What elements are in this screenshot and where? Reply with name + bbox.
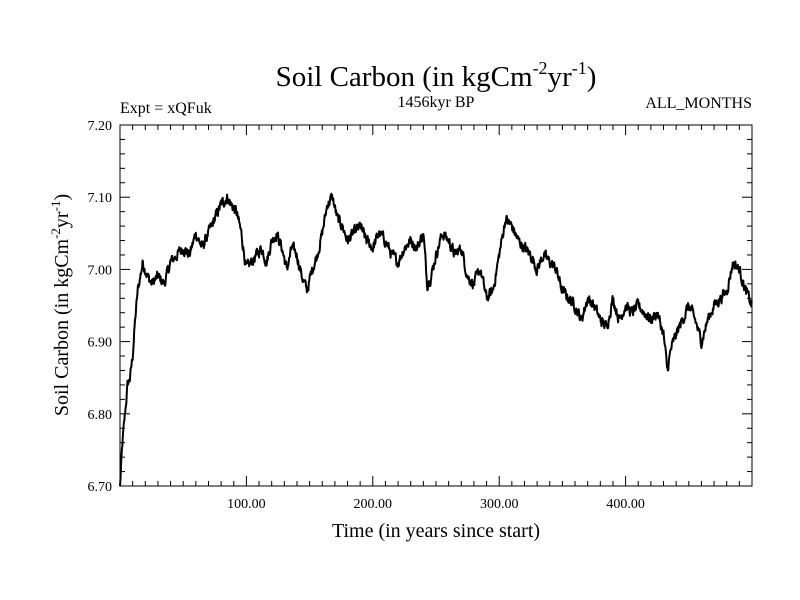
y-tick-label: 6.80: [88, 408, 113, 423]
y-tick-label: 7.00: [88, 263, 113, 278]
chart-title-mid: yr: [548, 61, 573, 93]
y-axis-label: Soil Carbon (in kgCm-2yr-1): [48, 194, 73, 416]
x-tick-label: 200.00: [354, 497, 393, 512]
plot-frame: [119, 124, 753, 487]
soil-carbon-line: [119, 192, 753, 487]
y-axis-label-sup1: -2: [48, 228, 63, 239]
y-axis-label-end: ): [51, 194, 73, 201]
chart-title-main: Soil Carbon (in kgCm: [276, 61, 533, 93]
x-axis-label: Time (in years since start): [332, 520, 540, 542]
chart-title-end: ): [587, 61, 597, 93]
y-tick-label: 7.10: [88, 191, 113, 206]
subtitle-months: ALL_MONTHS: [645, 95, 752, 112]
subtitle-experiment: Expt = xQFuk: [120, 100, 212, 117]
chart-title-sup2: -1: [572, 58, 587, 78]
chart-title: Soil Carbon (in kgCm-2yr-1): [276, 58, 597, 93]
y-tick-label: 7.20: [88, 119, 113, 134]
subtitle-period: 1456kyr BP: [398, 94, 475, 111]
x-tick-label: 300.00: [480, 497, 519, 512]
chart-title-sup1: -2: [533, 58, 548, 78]
axis-ticks: [120, 125, 752, 486]
y-axis-label-main: Soil Carbon (in kgCm: [51, 238, 73, 416]
x-tick-label: 400.00: [606, 497, 645, 512]
axis-tick-labels: 100.00 200.00 300.00 400.00 6.70 6.80 6.90 7.00…: [88, 119, 645, 512]
y-axis-label-sup2: -1: [48, 201, 63, 212]
y-tick-label: 6.70: [88, 480, 113, 495]
x-tick-label: 100.00: [227, 497, 266, 512]
y-tick-label: 6.90: [88, 336, 113, 351]
y-axis-label-mid: yr: [51, 211, 73, 228]
